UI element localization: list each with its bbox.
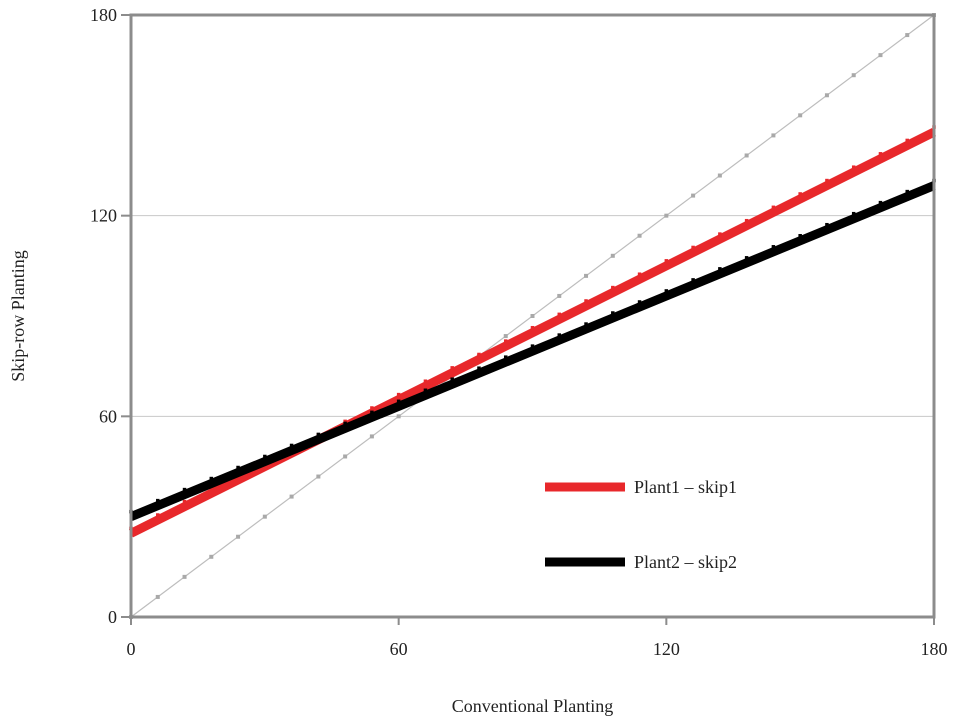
series-marker-0	[905, 138, 909, 143]
series-marker-0	[396, 392, 401, 397]
series-marker-1	[289, 443, 294, 448]
series-marker-1	[637, 300, 642, 304]
series-marker-0	[825, 178, 829, 183]
series-marker-1	[263, 454, 267, 459]
series-line-1	[129, 181, 936, 521]
series-marker-1	[423, 388, 428, 393]
series-marker-0	[771, 205, 776, 210]
series-marker-0	[718, 232, 722, 236]
series-marker-0	[878, 152, 883, 156]
series-marker-1	[182, 487, 187, 492]
series-marker-2	[396, 414, 401, 419]
plot-frame	[129, 13, 936, 619]
series-marker-2	[209, 554, 214, 559]
series-marker-0	[182, 499, 187, 504]
series-marker-2	[798, 113, 803, 118]
series-marker-2	[771, 133, 776, 138]
series-marker-0	[637, 272, 642, 276]
series-marker-1	[209, 476, 214, 481]
series-marker-2	[289, 494, 294, 499]
series-marker-0	[370, 406, 374, 410]
series-marker-1	[851, 211, 856, 216]
x-tick-label: 180	[921, 639, 948, 659]
series-marker-1	[450, 377, 454, 381]
series-marker-1	[905, 189, 909, 194]
series-marker-0	[611, 285, 615, 290]
series-marker-1	[691, 278, 695, 282]
y-tick-label: 180	[90, 5, 117, 25]
series-marker-0	[530, 325, 535, 330]
series-marker-1	[798, 234, 802, 238]
x-axis-title: Conventional Planting	[452, 696, 614, 716]
series-marker-2	[262, 514, 267, 519]
series-marker-0	[477, 352, 481, 357]
series-marker-2	[744, 153, 749, 158]
series-marker-0	[798, 192, 802, 196]
series-marker-0	[503, 339, 508, 343]
legend: Plant1 – skip1 Plant2 – skip2	[545, 477, 737, 572]
series-marker-2	[878, 53, 883, 58]
series-layer	[128, 13, 937, 619]
series-marker-1	[584, 322, 588, 326]
series-marker-1	[370, 410, 374, 415]
series-marker-2	[584, 273, 589, 278]
series-marker-2	[905, 33, 910, 38]
series-marker-0	[851, 165, 856, 169]
series-marker-2	[557, 293, 562, 298]
series-marker-0	[584, 299, 588, 303]
series-marker-2	[664, 213, 669, 218]
series-marker-1	[156, 498, 160, 503]
legend-label-0: Plant1 – skip1	[634, 477, 737, 497]
series-marker-1	[557, 333, 562, 337]
series-marker-2	[851, 73, 856, 78]
series-marker-0	[423, 379, 428, 383]
series-marker-0	[450, 366, 454, 370]
x-tick-label: 0	[127, 639, 136, 659]
series-marker-1	[664, 289, 669, 293]
series-marker-0	[664, 259, 669, 263]
series-marker-1	[236, 465, 240, 470]
series-marker-1	[611, 311, 615, 315]
axis-ticks: 0 60 120 180 0 60 120 180	[90, 5, 948, 659]
x-tick-label: 120	[653, 639, 680, 659]
series-line-0	[128, 128, 937, 538]
series-marker-2	[717, 173, 722, 178]
series-marker-0	[557, 312, 562, 317]
series-marker-2	[236, 534, 241, 539]
series-marker-1	[343, 421, 347, 426]
y-axis-title: Skip-row Planting	[8, 250, 28, 382]
y-tick-label: 120	[90, 206, 117, 226]
series-marker-2	[824, 93, 829, 98]
x-tick-label: 60	[390, 639, 408, 659]
series-marker-2	[503, 334, 508, 339]
series-marker-1	[503, 355, 508, 359]
series-marker-0	[343, 419, 347, 424]
series-marker-2	[610, 253, 615, 258]
series-marker-1	[530, 344, 535, 348]
series-marker-2	[316, 474, 321, 479]
series-marker-0	[156, 513, 160, 517]
series-marker-1	[718, 267, 722, 271]
series-marker-1	[878, 200, 883, 205]
series-marker-1	[825, 222, 829, 227]
series-marker-2	[637, 233, 642, 238]
series-marker-0	[744, 218, 749, 223]
series-marker-1	[396, 399, 401, 404]
series-marker-1	[316, 432, 321, 437]
series-marker-2	[343, 454, 348, 459]
series-marker-2	[155, 594, 160, 599]
series-marker-0	[691, 245, 695, 250]
series-marker-2	[182, 574, 187, 579]
series-marker-2	[530, 314, 535, 318]
series-marker-1	[477, 366, 481, 370]
series-marker-2	[691, 193, 696, 198]
series-marker-1	[771, 245, 776, 249]
y-tick-label: 60	[99, 406, 117, 426]
series-marker-2	[369, 434, 374, 439]
series-marker-1	[744, 256, 749, 260]
y-tick-label: 0	[108, 607, 117, 627]
legend-label-1: Plant2 – skip2	[634, 552, 737, 572]
